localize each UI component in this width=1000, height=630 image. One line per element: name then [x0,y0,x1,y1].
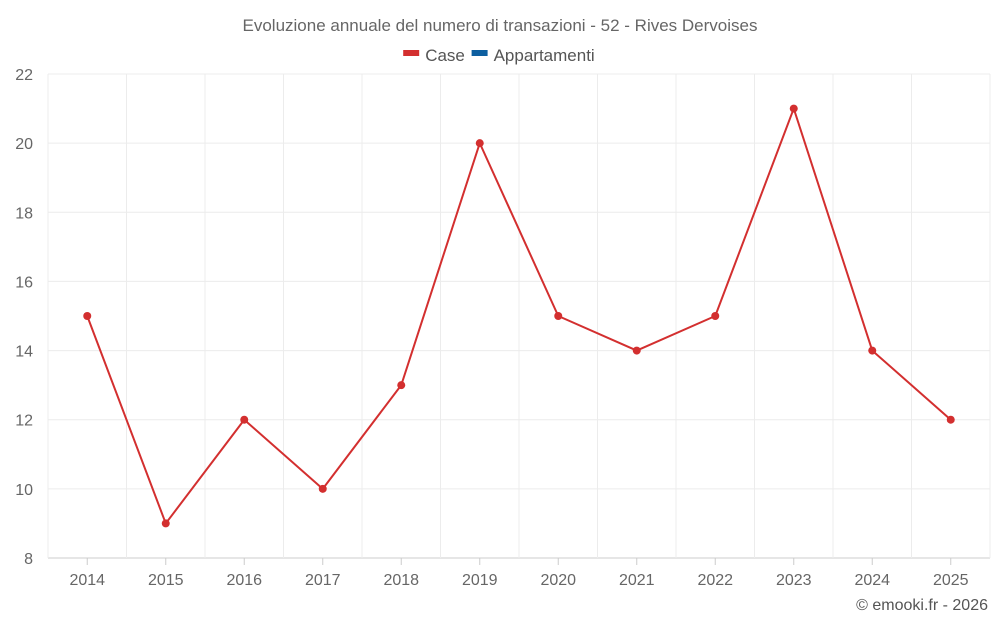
series-layer [83,104,955,528]
y-tick-label: 8 [24,551,33,568]
x-tick-label: 2019 [462,572,498,589]
x-tick-label: 2021 [619,572,655,589]
x-tick-label: 2025 [933,572,969,589]
footer-credit: © emooki.fr - 2026 [856,597,988,614]
x-tick-label: 2014 [69,572,105,589]
legend-swatch [471,50,488,56]
legend-item[interactable]: Case [403,46,465,65]
y-tick-label: 20 [15,136,33,153]
y-tick-label: 12 [15,413,33,430]
data-point[interactable] [711,312,720,320]
data-point[interactable] [161,519,170,528]
x-tick-label: 2016 [226,572,262,589]
data-point[interactable] [868,346,877,355]
x-tick-label: 2015 [148,572,184,589]
legend: Case Appartamenti [403,46,595,65]
data-point[interactable] [946,415,955,424]
y-tick-label: 22 [15,67,33,84]
x-tick-label: 2022 [697,572,733,589]
legend-label: Case [425,46,465,65]
y-axis: 8 10 12 14 16 18 20 22 [15,67,33,568]
data-point[interactable] [318,484,327,493]
y-tick-label: 16 [15,274,33,291]
series-line [86,107,952,525]
legend-swatch [403,50,420,56]
legend-item[interactable]: Appartamenti [471,46,595,65]
y-tick-label: 10 [15,482,33,499]
data-point[interactable] [475,139,484,148]
data-point[interactable] [397,381,406,390]
data-point[interactable] [83,312,92,320]
grid [47,73,991,559]
x-tick-label: 2023 [776,572,812,589]
data-point[interactable] [632,346,641,355]
data-point[interactable] [240,415,249,424]
x-axis: 2014 2015 2016 2017 2018 2019 2020 2021 2022 2023… [69,558,969,589]
data-point[interactable] [554,312,563,320]
x-tick-label: 2018 [383,572,419,589]
x-tick-label: 2017 [305,572,341,589]
x-tick-label: 2024 [854,572,890,589]
legend-label: Appartamenti [494,46,595,65]
y-tick-label: 14 [15,344,33,361]
chart-title: Evoluzione annuale del numero di transaz… [243,16,758,35]
y-tick-label: 18 [15,205,33,222]
x-tick-label: 2020 [540,572,576,589]
data-point[interactable] [789,104,798,113]
